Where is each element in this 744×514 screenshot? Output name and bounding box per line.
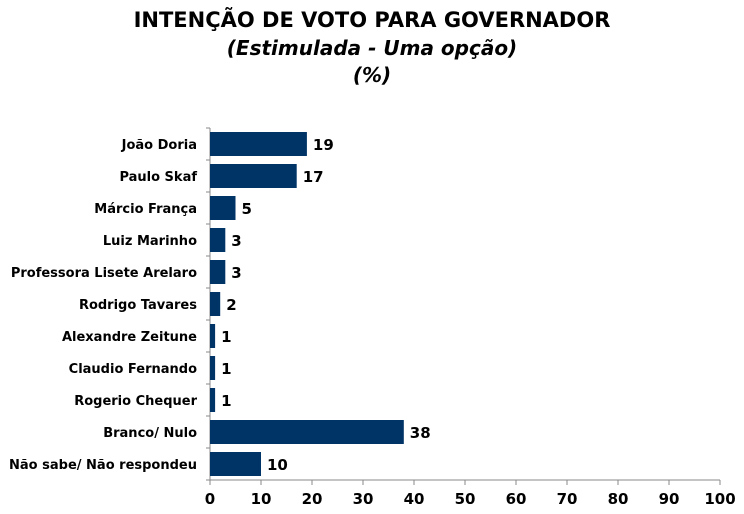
data-label: 10: [267, 456, 288, 474]
data-label: 1: [221, 328, 231, 346]
bar: [210, 324, 216, 348]
data-label: 1: [221, 360, 231, 378]
data-label: 19: [313, 136, 334, 154]
bar: [210, 260, 226, 284]
category-label: Rodrigo Tavares: [79, 298, 197, 313]
bar: [210, 292, 221, 316]
unit-label: (%): [352, 63, 392, 87]
bar: [210, 356, 216, 380]
x-tick-label: 20: [302, 490, 323, 508]
category-label: Luiz Marinho: [103, 234, 197, 249]
x-tick-label: 0: [205, 490, 215, 508]
x-tick-label: 50: [455, 490, 476, 508]
x-tick-label: 90: [659, 490, 680, 508]
category-label: Branco/ Nulo: [103, 426, 197, 441]
chart-title: INTENÇÃO DE VOTO PARA GOVERNADOR: [133, 8, 611, 32]
x-tick-label: 10: [251, 490, 272, 508]
data-label: 3: [231, 264, 241, 282]
bar: [210, 132, 307, 156]
data-label: 2: [226, 296, 236, 314]
category-label: Alexandre Zeitune: [62, 330, 197, 345]
data-label: 5: [242, 200, 252, 218]
bar: [210, 228, 226, 252]
x-tick-label: 100: [704, 490, 735, 508]
category-label: Márcio França: [94, 202, 197, 217]
bar: [210, 164, 297, 188]
x-tick-label: 30: [353, 490, 374, 508]
x-tick-label: 80: [608, 490, 629, 508]
category-label: Professora Lisete Arelaro: [11, 266, 197, 281]
x-tick-label: 70: [557, 490, 578, 508]
x-tick-label: 40: [404, 490, 425, 508]
data-label: 1: [221, 392, 231, 410]
data-label: 17: [303, 168, 324, 186]
category-label: João Doria: [121, 138, 197, 153]
category-label: Não sabe/ Não respondeu: [9, 458, 197, 473]
category-label: Claudio Fernando: [69, 362, 197, 377]
x-tick-label: 60: [506, 490, 527, 508]
data-label: 38: [410, 424, 431, 442]
bar: [210, 388, 216, 412]
bar: [210, 196, 236, 220]
bar: [210, 420, 404, 444]
bar: [210, 452, 261, 476]
data-label: 3: [231, 232, 241, 250]
category-label: Rogerio Chequer: [74, 394, 197, 409]
chart-subtitle: (Estimulada - Uma opção): [226, 36, 518, 60]
category-label: Paulo Skaf: [119, 170, 197, 185]
